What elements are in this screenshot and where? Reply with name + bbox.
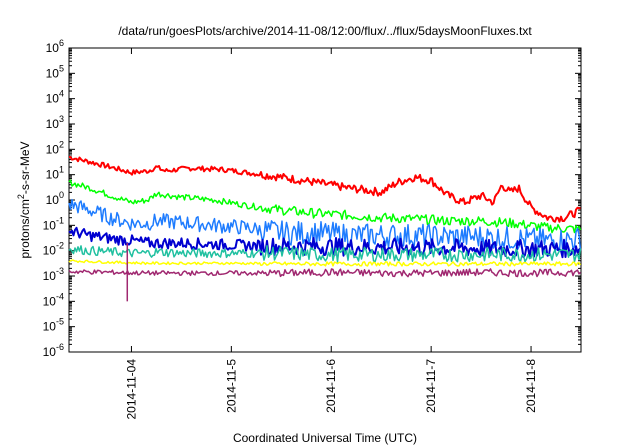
x-tick-label: 2014-11-04 [124, 359, 138, 420]
y-tick-label: 10-3 [43, 266, 64, 283]
y-tick-base: 10 [46, 193, 60, 207]
y-axis-label-exponent: 2 [16, 194, 26, 199]
series-line [68, 179, 582, 234]
y-tick-exponent: 6 [59, 38, 64, 48]
y-tick-base: 10 [46, 142, 60, 156]
y-axis-label-unit: -s-sr-MeV [18, 141, 32, 194]
series-line [68, 226, 582, 259]
x-axis-label: Coordinated Universal Time (UTC) [233, 431, 417, 445]
series-layer [68, 156, 582, 302]
y-tick-exponent: 1 [59, 165, 64, 175]
y-tick-base: 10 [46, 92, 60, 106]
y-tick-label: 102 [46, 139, 64, 156]
y-tick-base: 10 [43, 244, 57, 258]
y-tick-base: 10 [43, 345, 57, 359]
y-tick-base: 10 [46, 117, 60, 131]
y-tick-label: 10-4 [43, 291, 64, 308]
x-tick-label: 2014-11-7 [424, 359, 438, 413]
chart-title: /data/run/goesPlots/archive/2014-11-08/1… [118, 24, 532, 38]
y-tick-exponent: 4 [59, 89, 64, 99]
x-tick-label: 2014-11-5 [224, 359, 238, 413]
series-line [68, 259, 582, 267]
x-tick-label: 2014-11-8 [524, 359, 538, 413]
y-tick-exponent: -4 [56, 291, 64, 301]
series-line [68, 268, 582, 278]
y-tick-label: 100 [46, 190, 64, 207]
y-tick-exponent: 3 [59, 114, 64, 124]
y-tick-label: 10-5 [43, 317, 64, 334]
y-tick-exponent: 5 [59, 63, 64, 73]
y-tick-exponent: -2 [56, 241, 64, 251]
y-tick-exponent: -3 [56, 266, 64, 276]
y-tick-exponent: 2 [59, 139, 64, 149]
y-axis-label-main: protons/cm [18, 199, 32, 258]
y-tick-label: 104 [46, 89, 64, 106]
y-tick-base: 10 [46, 66, 60, 80]
y-tick-label: 10-1 [43, 215, 64, 232]
x-tick-label: 2014-11-6 [324, 359, 338, 413]
y-tick-exponent: -1 [56, 215, 64, 225]
series-line [68, 245, 582, 263]
series-line [69, 156, 581, 223]
y-tick-base: 10 [46, 41, 60, 55]
y-tick-exponent: -5 [56, 317, 64, 327]
y-tick-label: 105 [46, 63, 64, 80]
y-tick-base: 10 [43, 269, 57, 283]
y-tick-label: 106 [46, 38, 64, 55]
y-tick-label: 10-6 [43, 342, 64, 359]
y-tick-exponent: 0 [59, 190, 64, 200]
y-tick-label: 103 [46, 114, 64, 131]
y-axis: 10-610-510-410-310-210-11001011021031041… [43, 38, 581, 359]
y-tick-base: 10 [43, 320, 57, 334]
y-tick-base: 10 [43, 294, 57, 308]
y-axis-label: protons/cm2-s-sr-MeV [16, 141, 32, 258]
x-axis: 2014-11-04 2014-11-5 2014-11-6 2014-11-7 201… [124, 48, 538, 420]
y-tick-exponent: -6 [56, 342, 64, 352]
y-tick-label: 10-2 [43, 241, 64, 258]
y-tick-base: 10 [46, 168, 60, 182]
series-line [68, 198, 582, 252]
y-tick-label: 101 [46, 165, 64, 182]
y-tick-base: 10 [43, 218, 57, 232]
